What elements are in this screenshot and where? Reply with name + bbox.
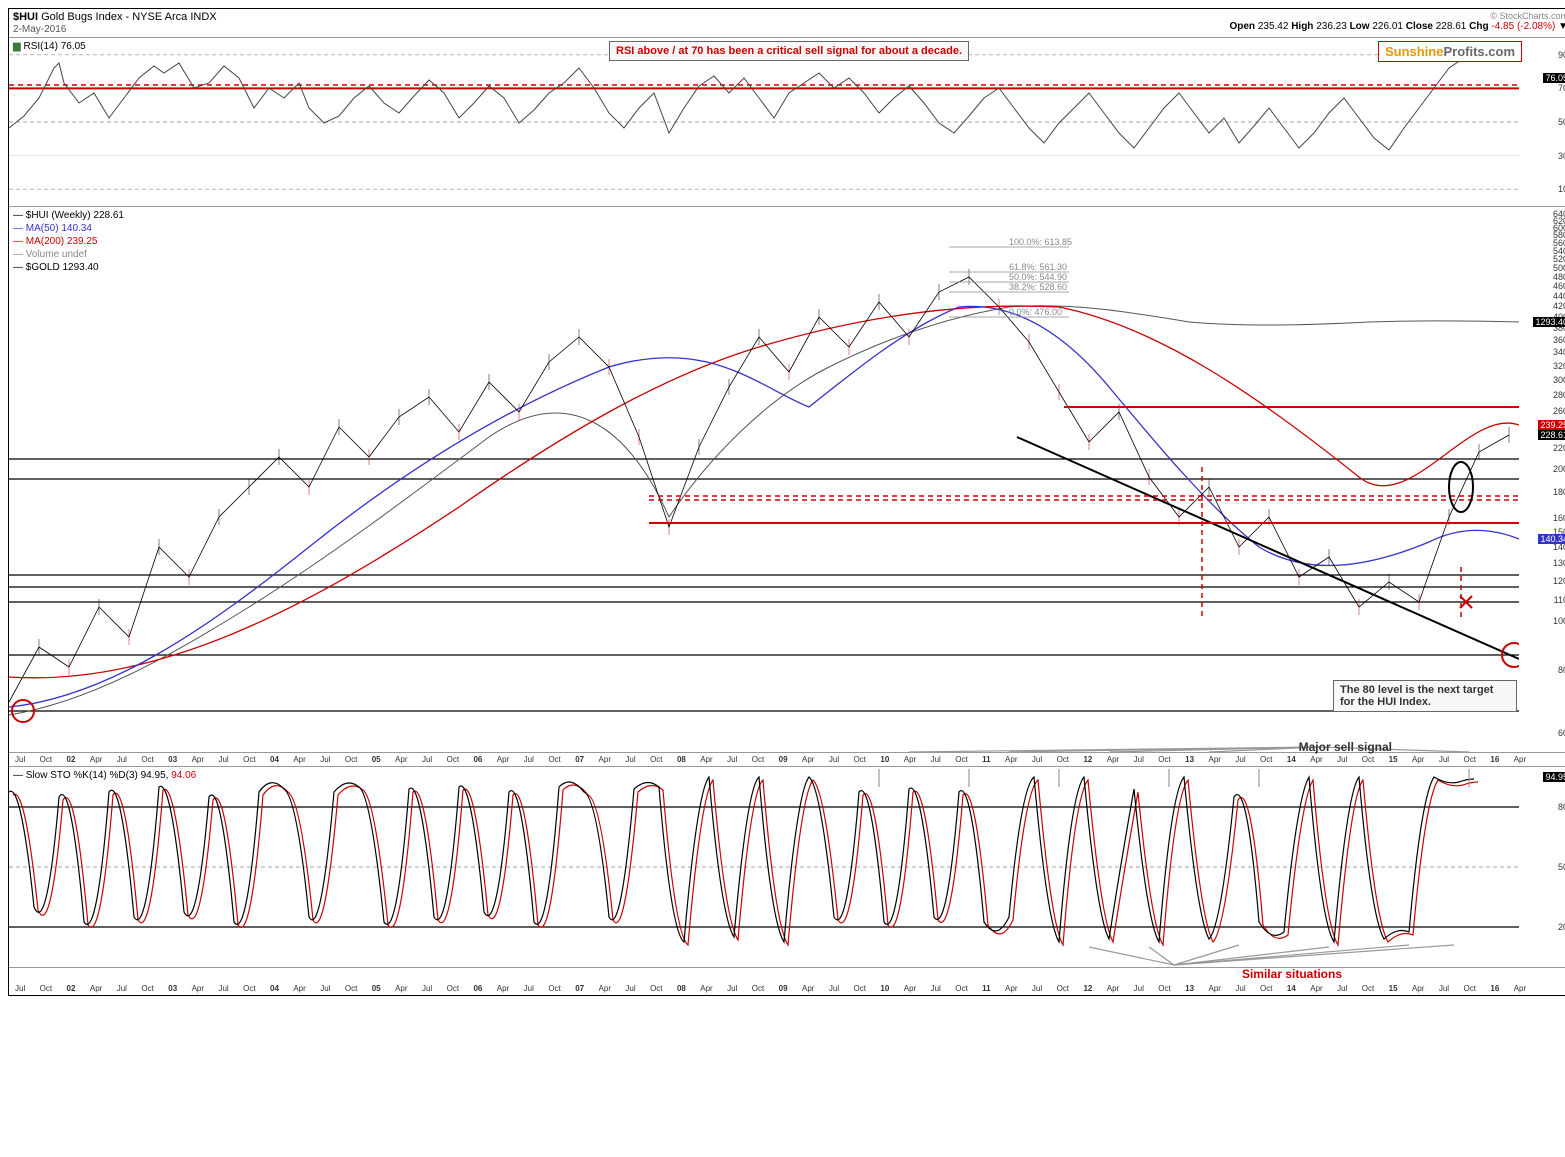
price-panel: — $HUI (Weekly) 228.61— MA(50) 140.34— M…	[9, 206, 1565, 752]
symbol: $HUI	[13, 11, 38, 23]
svg-text:61.8%: 561.30: 61.8%: 561.30	[1009, 262, 1067, 272]
svg-text:0.0%: 476.00: 0.0%: 476.00	[1009, 307, 1062, 317]
svg-text:50.0%: 544.90: 50.0%: 544.90	[1009, 272, 1067, 282]
rsi-panel: ▆ RSI(14) 76.05 RSI above / at 70 has be…	[9, 37, 1565, 206]
target-annotation: The 80 level is the next target for the …	[1333, 680, 1517, 712]
sto-svg	[9, 767, 1519, 967]
sto-legend: — Slow STO %K(14) %D(3) 94.95, 94.06	[13, 769, 196, 782]
price-yaxis: 6080100110120130140150160180200220240260…	[1530, 207, 1565, 752]
ohlc-row: Open 235.42 High 236.23 Low 226.01 Close…	[1229, 21, 1565, 32]
price-legend: — $HUI (Weekly) 228.61— MA(50) 140.34— M…	[13, 209, 124, 274]
instrument-name: Gold Bugs Index - NYSE Arca	[41, 11, 187, 23]
price-svg: 100.0%: 613.85 61.8%: 561.3050.0%: 544.90…	[9, 207, 1519, 752]
chart-header: $HUI Gold Bugs Index - NYSE Arca INDX 2-…	[9, 9, 1565, 37]
attribution: © StockCharts.com	[1229, 11, 1565, 21]
sto-yaxis: 20508094.95	[1530, 767, 1565, 967]
rsi-yaxis: 103050709076.05	[1530, 38, 1565, 206]
stochastic-panel: — Slow STO %K(14) %D(3) 94.95, 94.06 205…	[9, 766, 1565, 967]
rsi-legend: ▆ RSI(14) 76.05	[13, 40, 86, 53]
svg-text:100.0%: 613.85: 100.0%: 613.85	[1009, 237, 1072, 247]
instrument-type: INDX	[190, 11, 216, 23]
xaxis-mid: JulOct02AprJulOct03AprJulOct04AprJulOct0…	[9, 752, 1565, 766]
rsi-svg	[9, 38, 1519, 206]
major-sell-annotation: Major sell signal	[1299, 740, 1392, 754]
svg-text:38.2%: 528.60: 38.2%: 528.60	[1009, 282, 1067, 292]
rsi-annotation: RSI above / at 70 has been a critical se…	[609, 41, 969, 61]
similar-annotation: Similar situations	[1242, 967, 1342, 981]
chart-container: $HUI Gold Bugs Index - NYSE Arca INDX 2-…	[8, 8, 1565, 996]
chart-date: 2-May-2016	[13, 24, 66, 35]
brand-box: SunshineProfits.com	[1378, 41, 1522, 62]
